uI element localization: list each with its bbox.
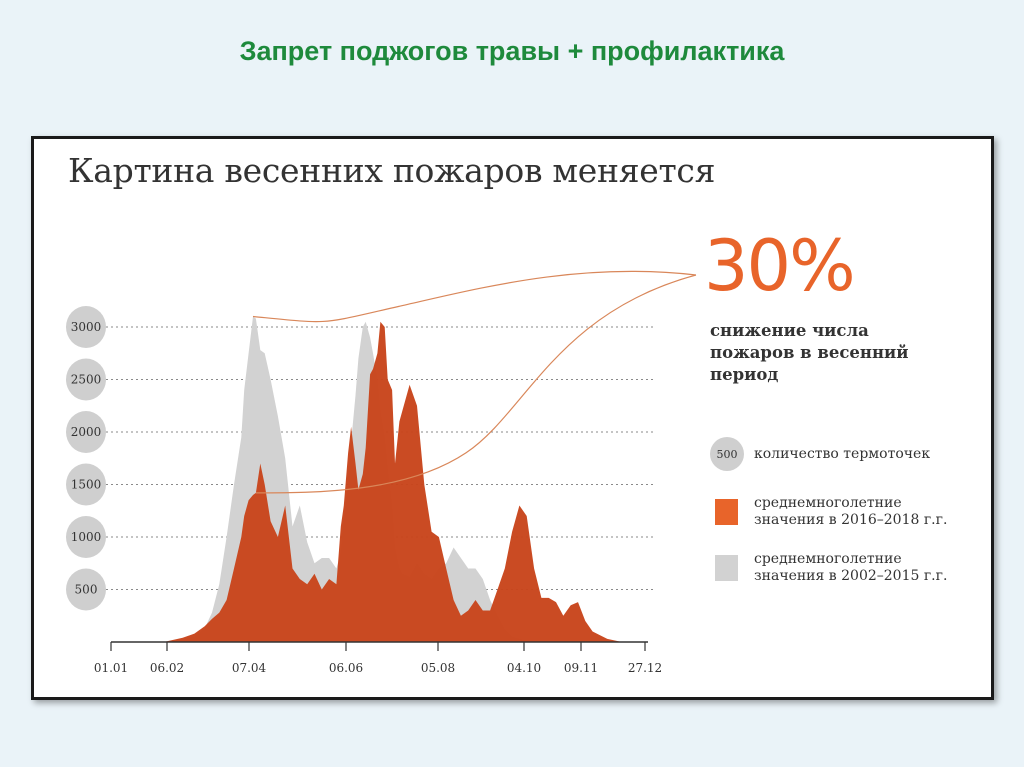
y-tick-label: 2500 bbox=[71, 373, 102, 387]
x-tick-label: 06.02 bbox=[150, 661, 184, 675]
y-tick-bubble bbox=[66, 358, 106, 401]
grid-lines bbox=[106, 326, 654, 590]
legend-swatch-gray bbox=[715, 555, 738, 581]
areas bbox=[111, 316, 638, 642]
slide-title: Запрет поджогов травы + профилактика bbox=[239, 36, 785, 66]
y-tick-bubbles: 500 1000 1500 2000 2500 3000 bbox=[66, 306, 106, 611]
y-tick-bubble bbox=[66, 463, 106, 506]
connector-line-orange-peak bbox=[255, 274, 697, 494]
x-tick-label: 09.11 bbox=[564, 661, 598, 675]
chart-title: Картина весенних пожаров меняется bbox=[68, 151, 716, 190]
series-area-1 bbox=[111, 321, 638, 642]
y-tick-label: 1500 bbox=[71, 478, 102, 492]
y-tick-label: 3000 bbox=[71, 320, 102, 334]
y-tick-bubble bbox=[66, 411, 106, 453]
x-tick-label: 07.04 bbox=[232, 661, 267, 675]
y-tick-bubble bbox=[66, 516, 106, 558]
legend-label: количество термоточек bbox=[754, 445, 931, 462]
annotation-caption: снижение числа пожаров в весенний период bbox=[710, 321, 909, 384]
x-axis: 01.01 06.02 07.04 06.06 05.08 04.10 09.11 27.12 bbox=[94, 641, 662, 675]
annotation-connectors bbox=[252, 270, 697, 494]
y-tick-label: 2000 bbox=[71, 425, 102, 439]
connector-line-gray-peak bbox=[252, 270, 697, 323]
legend-label: среднемноголетние значения в 2016–2018 г… bbox=[754, 495, 948, 528]
legend-label: среднемноголетние значения в 2002–2015 г… bbox=[754, 551, 948, 584]
y-tick-bubble bbox=[66, 568, 106, 611]
legend-swatch-orange bbox=[715, 499, 738, 525]
x-tick-label: 05.08 bbox=[421, 661, 455, 675]
chart-frame: Картина весенних пожаров меняется 500 100… bbox=[31, 136, 994, 700]
y-tick-label: 1000 bbox=[71, 530, 102, 544]
x-tick-label: 06.06 bbox=[329, 661, 363, 675]
legend-item-2002-2015: среднемноголетние значения в 2002–2015 г… bbox=[710, 551, 954, 585]
annotation-value: 30% bbox=[704, 225, 856, 307]
legend-item-2016-2018: среднемноголетние значения в 2016–2018 г… bbox=[710, 495, 954, 529]
legend-item-thermopoints: 500 количество термоточек bbox=[710, 437, 954, 471]
x-tick-label: 27.12 bbox=[628, 661, 662, 675]
y-tick-bubble bbox=[66, 306, 106, 348]
y-tick-label: 500 bbox=[75, 583, 98, 597]
x-tick-label: 01.01 bbox=[94, 661, 128, 675]
legend-circle-marker: 500 bbox=[710, 437, 744, 471]
x-tick-label: 04.10 bbox=[507, 661, 541, 675]
